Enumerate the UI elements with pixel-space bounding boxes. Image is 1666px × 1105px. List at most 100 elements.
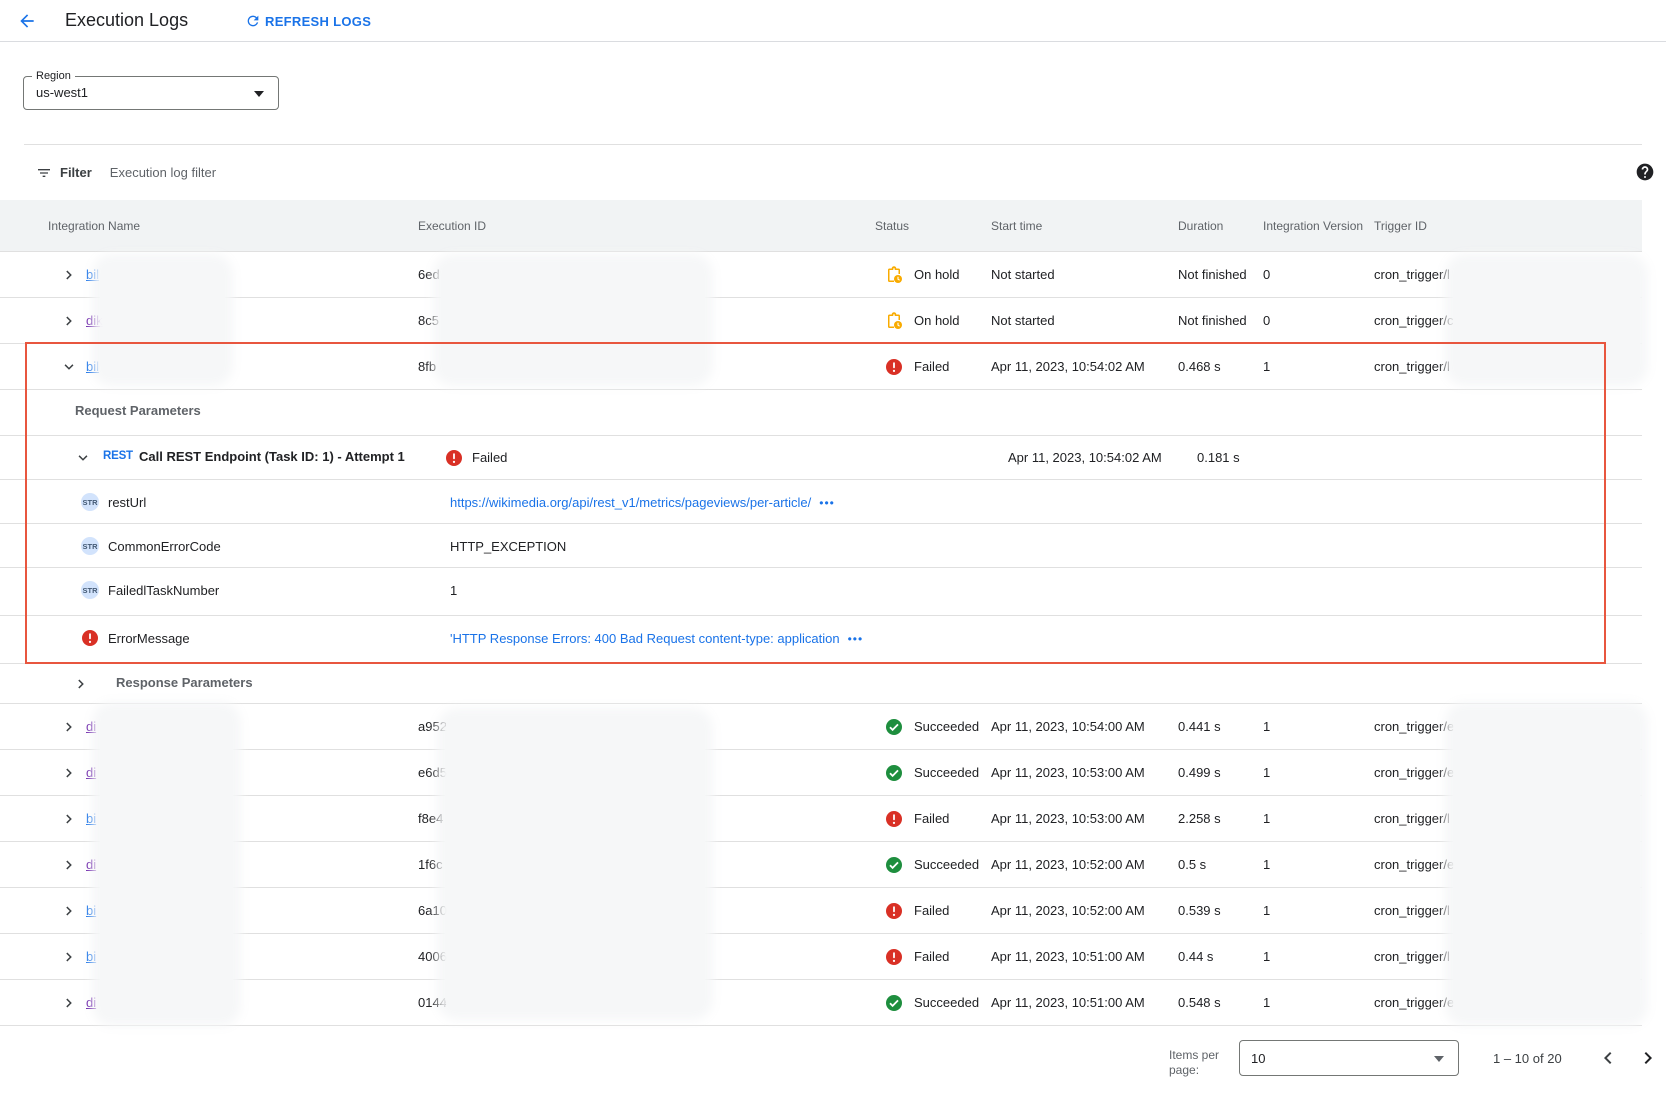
collapse-task-button[interactable] [76,450,92,466]
status-text: Failed [914,903,949,918]
failed-icon [885,810,903,828]
expand-row-button[interactable] [62,995,78,1011]
column-header-trigger-id: Trigger ID [1374,219,1642,233]
duration-cell: Not finished [1178,267,1263,282]
task-duration: 0.181 s [1197,450,1240,465]
expand-row-button[interactable] [62,765,78,781]
refresh-logs-button[interactable]: REFRESH LOGS [245,10,371,32]
duration-cell: 2.258 s [1178,811,1263,826]
response-parameters-label: Response Parameters [116,675,253,690]
redacted-integration-name-blur [100,262,225,378]
duration-cell: 0.499 s [1178,765,1263,780]
page-size-select[interactable]: 10 [1239,1040,1459,1076]
status-cell: Succeeded [875,994,991,1012]
error-icon [81,629,99,647]
back-button[interactable] [17,11,37,31]
chevron-right-icon [62,314,76,328]
table-row: bil 6ed On hold Not started Not finished… [0,252,1642,298]
refresh-icon [245,13,261,29]
chevron-right-icon [62,858,76,872]
duration-cell: 0.44 s [1178,949,1263,964]
chevron-right-icon [62,720,76,734]
filter-icon [36,165,52,181]
duration-cell: 0.468 s [1178,359,1263,374]
chevron-right-icon [62,766,76,780]
expand-row-button[interactable] [62,267,78,283]
string-type-badge: STR [81,537,99,555]
redacted-execution-id-blur [441,262,705,378]
expand-row-button[interactable] [62,719,78,735]
integration-name-link[interactable]: di [86,995,96,1010]
integration-name-link[interactable]: bi [86,811,96,826]
start-time-cell: Apr 11, 2023, 10:52:00 AM [991,857,1178,872]
status-cell: Failed [875,948,991,966]
version-cell: 1 [1263,359,1374,374]
integration-name-link[interactable]: bi [86,903,96,918]
integration-name-link[interactable]: bi [86,949,96,964]
status-text: Failed [914,359,949,374]
chevron-right-icon [74,677,88,691]
version-cell: 1 [1263,719,1374,734]
table-row: bi 4006 Failed Apr 11, 2023, 10:51:00 AM… [0,934,1642,980]
execution-log-filter-input[interactable] [108,164,728,181]
column-header-integration-version: Integration Version [1263,219,1374,233]
expand-value-button[interactable]: ••• [848,632,864,646]
integration-name-link[interactable]: di [86,765,96,780]
start-time-cell: Apr 11, 2023, 10:53:00 AM [991,765,1178,780]
rest-task-icon: REST [103,450,133,462]
table-body: bil 6ed On hold Not started Not finished… [0,252,1642,1026]
version-cell: 1 [1263,995,1374,1010]
integration-name-link[interactable]: di [86,857,96,872]
table-row: bi 6a10 Failed Apr 11, 2023, 10:52:00 AM… [0,888,1642,934]
response-parameters-section: Response Parameters [0,664,1642,704]
string-type-badge: STR [81,493,99,511]
previous-page-button[interactable] [1590,1040,1626,1076]
expand-row-button[interactable] [62,949,78,965]
parameter-value-link[interactable]: 'HTTP Response Errors: 400 Bad Request c… [450,631,840,646]
chevron-down-icon [62,360,76,374]
parameter-name: FailedlTaskNumber [108,583,219,598]
status-text: Succeeded [914,719,979,734]
filter-button[interactable]: Filter [24,165,92,181]
table-header: Integration Name Execution ID Status Sta… [0,200,1642,252]
collapse-row-button[interactable] [62,359,78,375]
duration-cell: 0.539 s [1178,903,1263,918]
redacted-integration-name-blur [100,710,233,1018]
table-row: di 0144 Succeeded Apr 11, 2023, 10:51:00… [0,980,1642,1026]
parameter-row-resturl: STR restUrl https://wikimedia.org/api/re… [0,480,1642,524]
expand-value-button[interactable]: ••• [819,496,835,510]
items-per-page-label: Items per page: [1169,1048,1235,1078]
region-select-value: us-west1 [36,85,88,100]
table-row: di 1f6c Succeeded Apr 11, 2023, 10:52:00… [0,842,1642,888]
help-icon [1635,162,1657,182]
parameter-row-errormessage: ErrorMessage 'HTTP Response Errors: 400 … [0,616,1642,664]
integration-name-link[interactable]: bil [86,359,99,374]
start-time-cell: Apr 11, 2023, 10:51:00 AM [991,949,1178,964]
status-text: On hold [914,313,960,328]
expand-row-button[interactable] [62,903,78,919]
status-cell: On hold [875,266,991,284]
next-page-button[interactable] [1630,1040,1666,1076]
table-row: dik 8c5 On hold Not started Not finished… [0,298,1642,344]
page-title: Execution Logs [65,10,188,31]
status-cell: Failed [875,810,991,828]
integration-name-link[interactable]: bil [86,267,99,282]
status-cell: Succeeded [875,718,991,736]
integration-name-link[interactable]: di [86,719,96,734]
expanded-execution-details: Request Parameters REST Call REST Endpoi… [0,390,1642,704]
redacted-trigger-id-blur [1453,710,1640,1018]
help-button[interactable] [1635,161,1657,183]
expand-response-parameters-button[interactable] [74,676,90,692]
expand-row-button[interactable] [62,857,78,873]
parameter-value: 1 [450,583,457,598]
parameter-value-link[interactable]: https://wikimedia.org/api/rest_v1/metric… [450,495,811,510]
expand-row-button[interactable] [62,811,78,827]
region-select-label: Region [32,70,75,82]
region-select[interactable]: Region us-west1 [23,76,279,110]
duration-cell: 0.5 s [1178,857,1263,872]
succeeded-icon [885,764,903,782]
status-cell: Failed [875,902,991,920]
chevron-right-icon [1636,1046,1660,1070]
expand-row-button[interactable] [62,313,78,329]
version-cell: 1 [1263,857,1374,872]
